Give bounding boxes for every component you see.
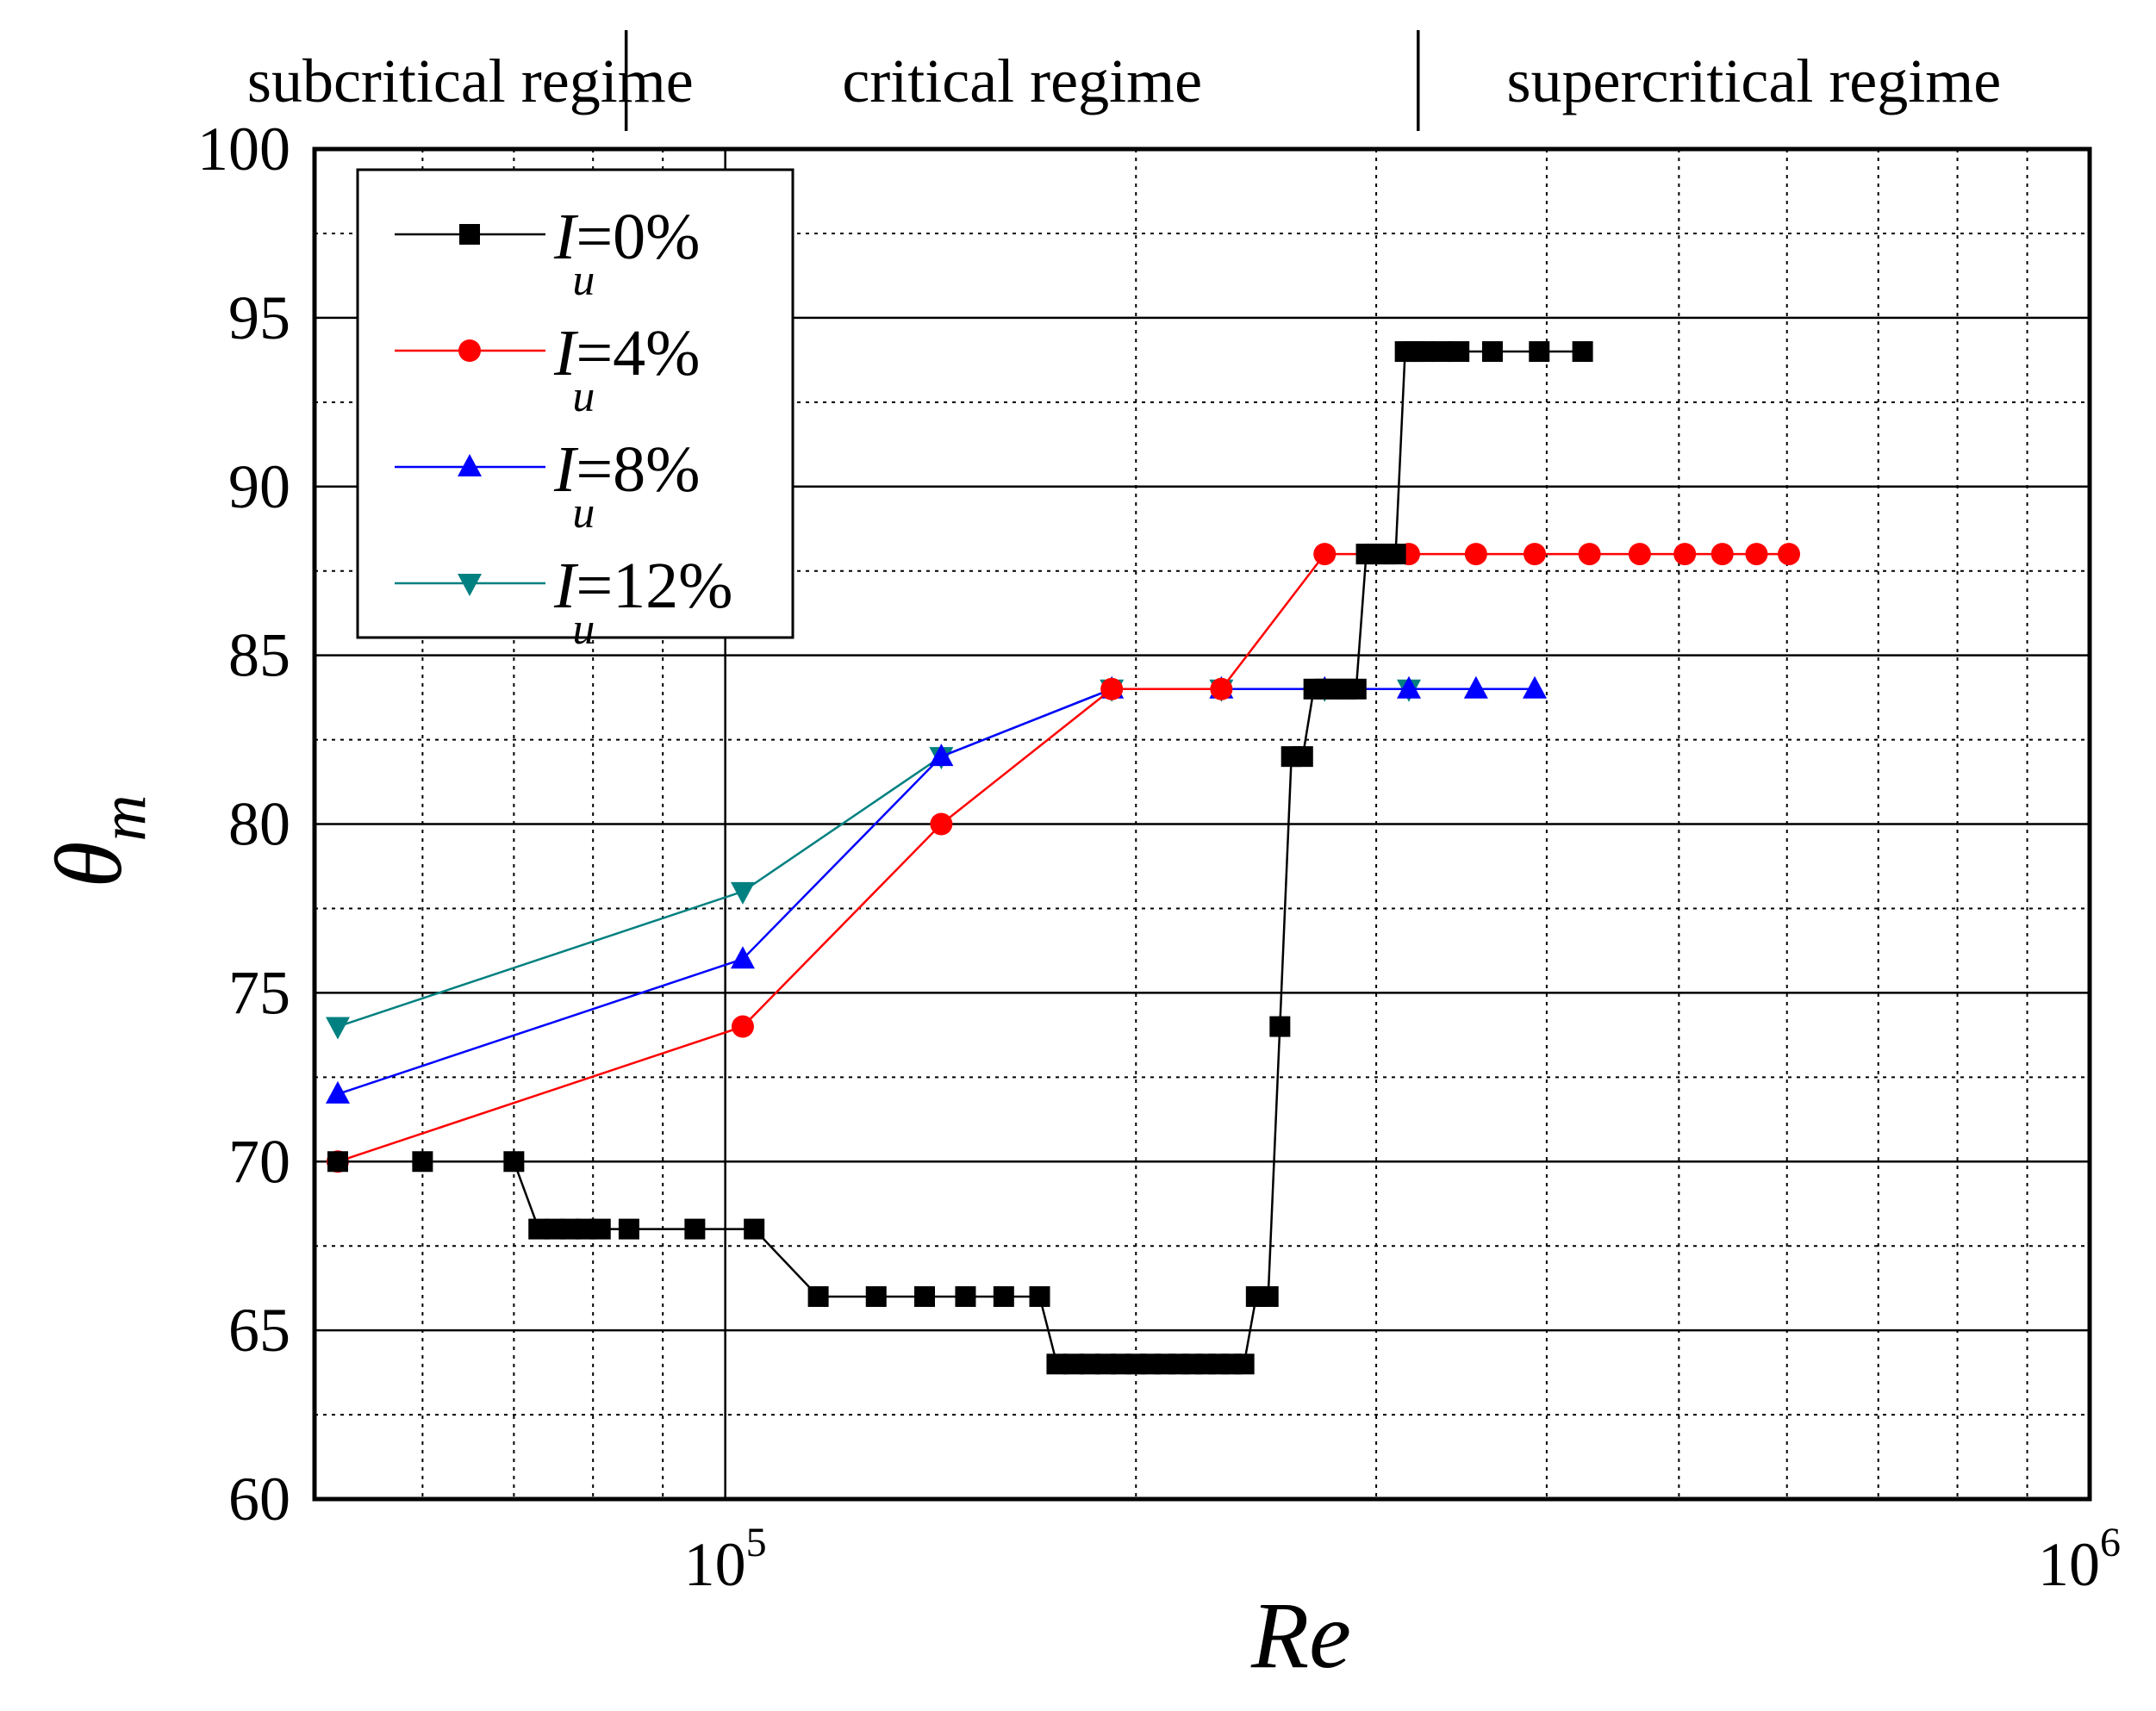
legend-marker <box>458 339 481 362</box>
data-marker <box>1481 341 1503 363</box>
data-marker <box>684 1218 706 1240</box>
data-marker <box>955 1285 976 1307</box>
data-marker <box>730 881 755 905</box>
x-tick-labels: 105 106 <box>684 1520 2121 1599</box>
data-marker <box>744 1218 765 1240</box>
data-marker <box>1778 543 1801 566</box>
y-tick-label: 60 <box>228 1465 290 1534</box>
y-tick-label: 85 <box>228 621 290 690</box>
data-marker <box>1292 746 1313 768</box>
data-marker <box>1628 543 1651 566</box>
data-marker <box>1269 1016 1291 1037</box>
legend-marker <box>458 574 482 596</box>
y-tick-label: 80 <box>228 790 290 859</box>
data-marker <box>1210 677 1233 700</box>
y-tick-label: 65 <box>228 1296 290 1365</box>
data-marker <box>1529 341 1550 363</box>
data-marker <box>1430 341 1452 363</box>
data-marker <box>1572 341 1593 363</box>
data-marker <box>1396 675 1421 699</box>
data-marker <box>1463 675 1488 699</box>
data-marker <box>929 744 954 767</box>
data-marker <box>1449 341 1470 363</box>
data-marker <box>412 1151 433 1173</box>
regime-label: subcritical regime <box>247 47 694 115</box>
data-marker <box>1233 1353 1255 1375</box>
legend-box <box>356 168 794 639</box>
y-tick-label: 100 <box>197 115 290 184</box>
series-layer <box>325 341 1801 1375</box>
regime-label: supercritical regime <box>1507 47 2002 115</box>
data-marker <box>327 1151 348 1173</box>
y-axis-title-main: θ <box>36 842 141 888</box>
data-marker <box>1385 544 1406 565</box>
data-marker <box>589 1218 611 1240</box>
data-marker <box>1464 543 1487 566</box>
series-square <box>327 341 1593 1375</box>
y-tick-label: 90 <box>228 452 290 521</box>
data-marker <box>618 1218 639 1240</box>
y-axis-title: θm <box>36 794 159 887</box>
data-marker <box>865 1285 887 1307</box>
data-marker <box>1523 675 1548 699</box>
regime-label: critical regime <box>842 47 1202 115</box>
legend-marker <box>459 224 480 245</box>
x-tick-label: 106 <box>2038 1520 2121 1599</box>
y-tick-labels: 60 65 70 75 80 85 90 95 100 <box>197 115 290 1534</box>
data-marker <box>325 1017 350 1040</box>
data-marker <box>1257 1285 1279 1307</box>
y-tick-label: 70 <box>228 1127 290 1196</box>
y-axis-title-sub: m <box>88 794 159 841</box>
data-marker <box>1345 678 1367 700</box>
data-marker <box>807 1285 829 1307</box>
data-marker <box>1413 341 1435 363</box>
data-marker <box>730 946 755 969</box>
data-marker <box>1578 543 1601 566</box>
data-marker <box>1745 543 1768 566</box>
data-marker <box>1313 543 1337 566</box>
x-axis-title: Re <box>1250 1583 1351 1688</box>
plot-frame <box>312 146 2092 1502</box>
data-marker <box>930 812 953 836</box>
data-marker <box>1710 543 1734 566</box>
legend-marker <box>458 454 482 476</box>
data-marker <box>1524 543 1547 566</box>
data-marker <box>1100 677 1124 700</box>
data-marker <box>731 1015 754 1038</box>
regime-annotations: subcritical regime critical regime supercr… <box>247 30 2001 131</box>
data-marker <box>914 1285 936 1307</box>
data-marker <box>993 1285 1014 1307</box>
data-marker <box>1673 543 1697 566</box>
x-tick-label: 105 <box>684 1520 767 1599</box>
y-tick-label: 95 <box>228 283 290 352</box>
series-triangle-down <box>325 679 1421 1040</box>
data-marker <box>325 1080 350 1104</box>
y-tick-label: 75 <box>228 958 290 1027</box>
data-marker <box>503 1151 525 1173</box>
data-marker <box>1029 1285 1050 1307</box>
series-line <box>337 552 1789 1163</box>
